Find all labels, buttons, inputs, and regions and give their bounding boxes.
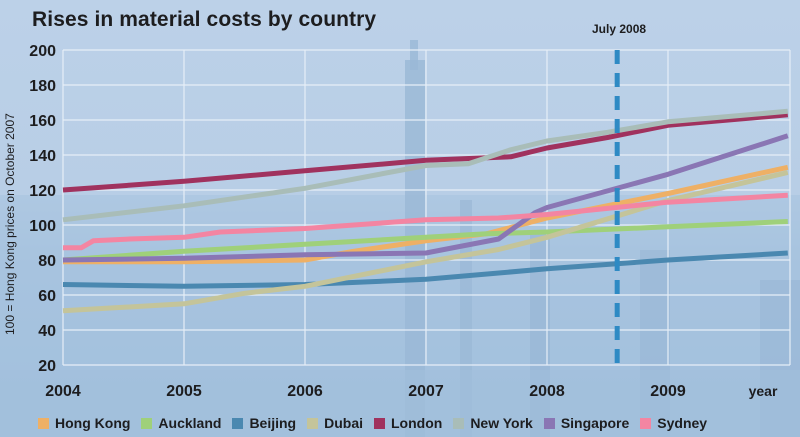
x-axis-label: year (749, 383, 778, 399)
x-tick-label: 2005 (166, 383, 202, 400)
y-tick-label: 140 (29, 148, 56, 165)
legend-label: Singapore (560, 415, 630, 431)
series-line-london (62, 112, 789, 193)
x-tick-label: 2006 (287, 383, 323, 400)
legend-item-dubai: Dubai (307, 415, 363, 431)
x-tick-label: 2009 (650, 383, 686, 400)
legend-label: Auckland (158, 415, 222, 431)
annotation-label: July 2008 (592, 22, 647, 36)
legend-label: Hong Kong (55, 415, 131, 431)
legend-label: Dubai (324, 415, 363, 431)
series-line-sydney (63, 192, 788, 251)
y-tick-label: 180 (29, 78, 56, 95)
series-line-new-york (62, 108, 789, 223)
legend-label: New York (470, 415, 533, 431)
y-tick-label: 40 (38, 323, 56, 340)
legend-swatch (232, 417, 244, 429)
legend-item-singapore: Singapore (543, 415, 630, 431)
y-tick-label: 100 (29, 218, 56, 235)
legend-swatch (543, 417, 555, 429)
y-tick-label: 20 (38, 358, 56, 375)
legend-item-new-york: New York (453, 415, 533, 431)
x-tick-labels: 2004 2005 2006 2007 2008 2009 year (45, 383, 778, 400)
series-line-dubai (62, 170, 789, 314)
series-line-hong-kong (63, 164, 789, 265)
x-tick-label: 2008 (529, 383, 565, 400)
legend-swatch (307, 417, 319, 429)
y-tick-label: 120 (29, 183, 56, 200)
y-tick-label: 60 (38, 288, 56, 305)
series-line-beijing (62, 250, 788, 289)
gridlines (62, 49, 791, 366)
legend-item-beijing: Beijing (232, 415, 296, 431)
series-line-auckland (62, 219, 788, 263)
y-axis-label: 100 = Hong Kong prices on October 2007 (3, 113, 17, 335)
legend-item-auckland: Auckland (141, 415, 221, 431)
legend-item-london: London (374, 415, 442, 431)
legend-label: London (391, 415, 443, 431)
legend-swatch (453, 417, 465, 429)
y-tick-label: 200 (29, 43, 56, 60)
x-tick-label: 2007 (408, 383, 444, 400)
y-tick-labels: 20 40 60 80 100 120 140 160 180 200 (29, 43, 56, 375)
y-tick-label: 160 (29, 113, 56, 130)
legend-item-hong-kong: Hong Kong (38, 415, 130, 431)
chart-title: Rises in material costs by country (32, 8, 377, 31)
legend-swatch (38, 417, 49, 429)
y-tick-label: 80 (38, 253, 56, 270)
legend-swatch (640, 417, 652, 429)
legend: Hong Kong Auckland Beijing Dubai London … (38, 415, 718, 431)
legend-label: Sydney (657, 415, 708, 431)
legend-label: Beijing (249, 415, 297, 431)
legend-item-sydney: Sydney (640, 415, 707, 431)
series-line-singapore (62, 133, 789, 263)
series-lines (62, 108, 789, 314)
legend-swatch (141, 417, 153, 429)
legend-swatch (374, 417, 385, 429)
x-tick-label: 2004 (45, 383, 81, 400)
